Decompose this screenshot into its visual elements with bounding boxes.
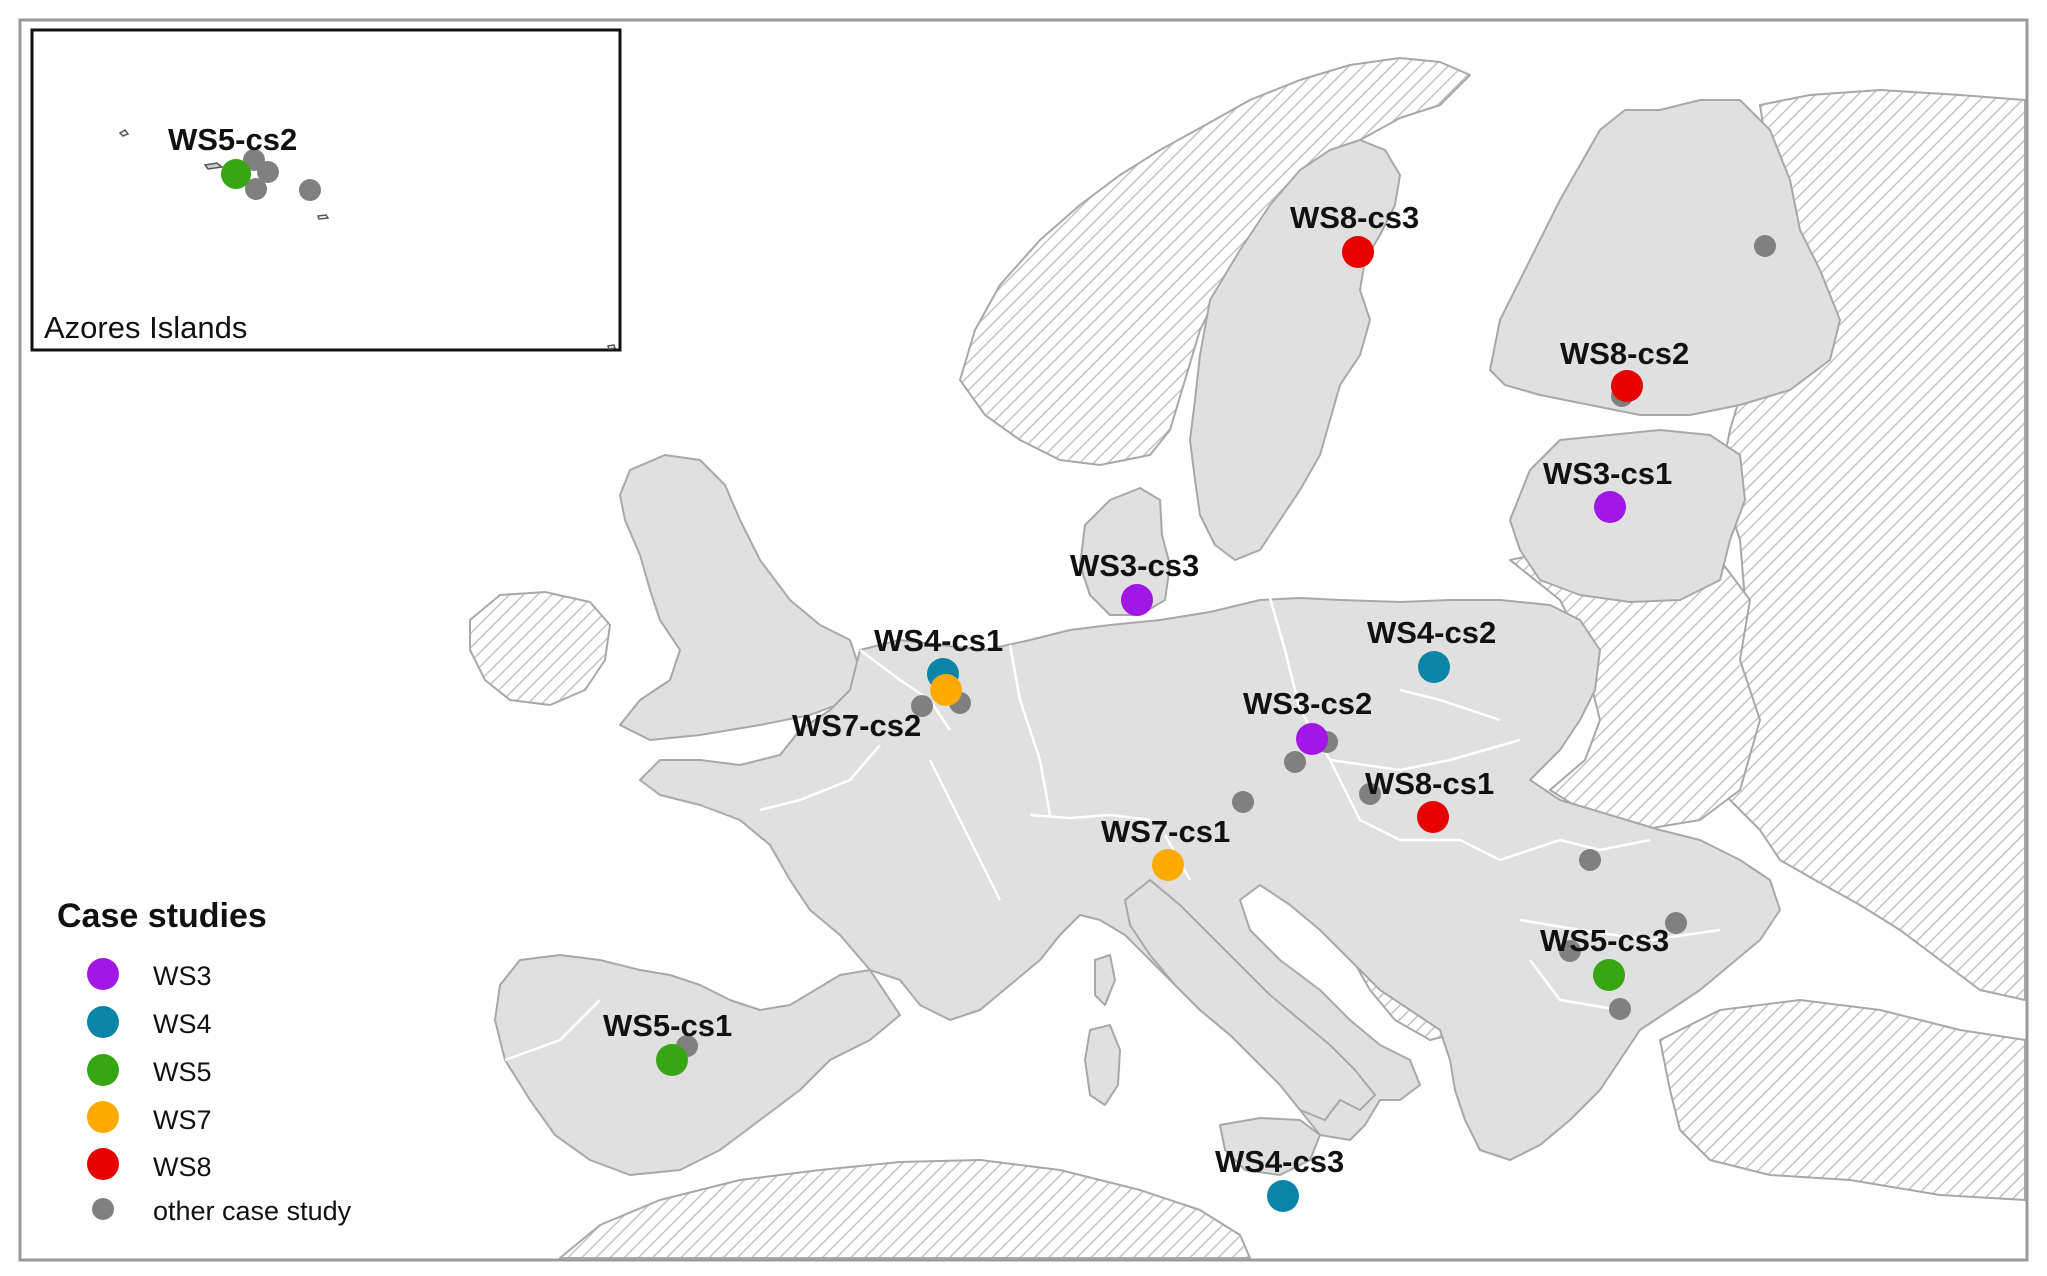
inset-other-dot — [245, 178, 267, 200]
site-marker-ws7-cs1 — [1152, 849, 1184, 881]
site-label-ws7-cs2: WS7-cs2 — [792, 708, 921, 743]
site-marker-ws8-cs3 — [1342, 236, 1374, 268]
north-africa-land — [559, 1159, 1251, 1259]
site-marker-ws5-cs3 — [1593, 959, 1625, 991]
other-dot — [1579, 849, 1601, 871]
site-label-ws8-cs3: WS8-cs3 — [1290, 200, 1419, 235]
great-britain-land — [619, 454, 861, 741]
other-dot — [1754, 235, 1776, 257]
turkey-land — [1659, 999, 2026, 1201]
inset-other-dot — [299, 179, 321, 201]
azores-inset: WS5-cs2 Azores Islands — [30, 28, 622, 352]
site-label-ws8-cs1: WS8-cs1 — [1365, 766, 1494, 801]
italy-boot-land — [1124, 879, 1376, 1121]
site-marker-ws8-cs2 — [1611, 370, 1643, 402]
legend-label-ws7: WS7 — [153, 1105, 212, 1135]
inset-title: Azores Islands — [44, 310, 247, 345]
site-label-ws4-cs2: WS4-cs2 — [1367, 615, 1496, 650]
site-label-ws8-cs2: WS8-cs2 — [1560, 336, 1689, 371]
other-dot — [1232, 791, 1254, 813]
country-borders — [504, 597, 1721, 1062]
norway-land — [959, 57, 1471, 466]
inset-site-marker — [221, 159, 251, 189]
site-marker-ws4-cs2 — [1418, 651, 1450, 683]
other-dot — [1665, 912, 1687, 934]
site-label-ws4-cs1: WS4-cs1 — [874, 623, 1003, 658]
inset-site-label: WS5-cs2 — [168, 122, 297, 157]
azores-island-central — [203, 162, 224, 170]
site-marker-ws3-cs1 — [1594, 491, 1626, 523]
azores-island-west — [118, 129, 130, 137]
azores-island-santa-maria — [607, 344, 616, 350]
site-marker-ws3-cs3 — [1121, 584, 1153, 616]
other-dot — [1284, 751, 1306, 773]
other-dot — [911, 695, 933, 717]
legend-swatch-ws3 — [87, 958, 119, 990]
site-label-ws5-cs3: WS5-cs3 — [1540, 923, 1669, 958]
sardinia-land — [1084, 1024, 1121, 1106]
legend-label-ws8: WS8 — [153, 1152, 212, 1182]
other-dot — [1559, 940, 1581, 962]
case-study-sites: WS8-cs3 WS8-cs2 WS3-cs1 WS3-cs3 WS4-cs1 … — [603, 200, 1689, 1212]
legend-title: Case studies — [57, 897, 267, 935]
legend: Case studies WS3 WS4 WS5 WS7 WS8 other c… — [57, 897, 352, 1226]
site-label-ws7-cs1: WS7-cs1 — [1101, 814, 1230, 849]
sicily-land — [1219, 1117, 1321, 1176]
legend-swatch-other — [92, 1198, 114, 1220]
azores-island-east — [316, 214, 330, 220]
legend-label-ws5: WS5 — [153, 1057, 212, 1087]
legend-swatch-ws8 — [87, 1148, 119, 1180]
site-marker-ws3-cs2 — [1296, 723, 1328, 755]
site-marker-ws5-cs1 — [656, 1044, 688, 1076]
legend-label-other: other case study — [153, 1196, 352, 1226]
legend-swatch-ws4 — [87, 1006, 119, 1038]
continental-europe-land — [494, 597, 1781, 1176]
other-dot — [1609, 998, 1631, 1020]
site-marker-ws7-cs2 — [930, 674, 962, 706]
legend-swatch-ws5 — [87, 1054, 119, 1086]
corsica-land — [1094, 954, 1116, 1006]
site-label-ws4-cs3: WS4-cs3 — [1215, 1144, 1344, 1179]
site-label-ws3-cs1: WS3-cs1 — [1543, 456, 1672, 491]
site-label-ws3-cs2: WS3-cs2 — [1243, 686, 1372, 721]
baltics-land — [1509, 429, 1746, 603]
other-dot — [1359, 783, 1381, 805]
site-marker-ws4-cs3 — [1267, 1180, 1299, 1212]
denmark-land — [1079, 487, 1171, 616]
inset-border — [30, 28, 622, 352]
finland-land — [1489, 99, 1841, 416]
ireland-land — [469, 591, 611, 706]
site-label-ws3-cs3: WS3-cs3 — [1070, 548, 1199, 583]
site-label-ws5-cs1: WS5-cs1 — [603, 1008, 732, 1043]
inset-other-dot — [257, 161, 279, 183]
legend-swatch-ws7 — [87, 1101, 119, 1133]
legend-label-ws4: WS4 — [153, 1009, 212, 1039]
site-marker-ws8-cs1 — [1417, 801, 1449, 833]
legend-label-ws3: WS3 — [153, 961, 212, 991]
